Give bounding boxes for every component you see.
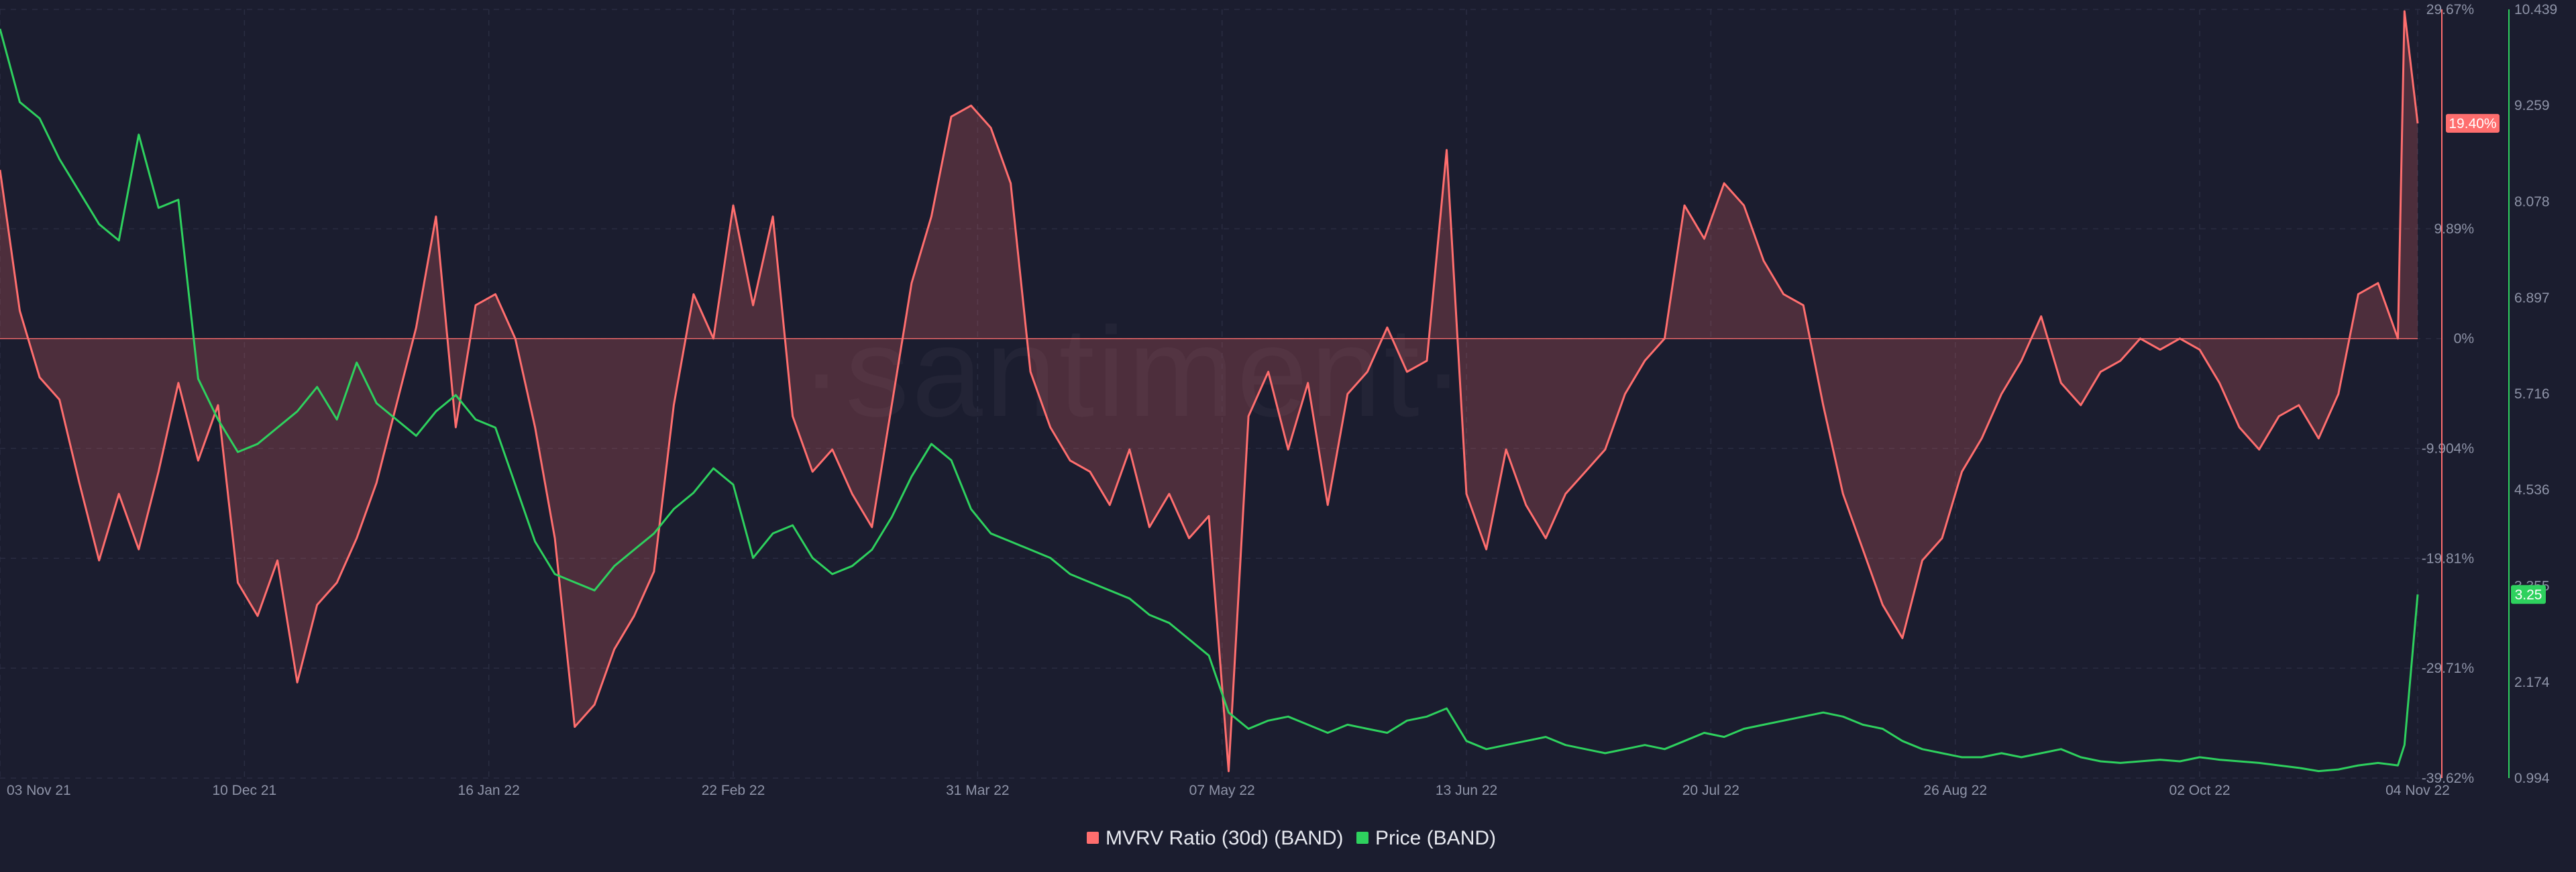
mvrv-series[interactable]	[0, 10, 2419, 773]
x-tick-label: 10 Dec 21	[212, 783, 276, 798]
legend-label: MVRV Ratio (30d) (BAND)	[1106, 827, 1344, 849]
mvrv-tick-label: -39.62%	[2422, 771, 2474, 786]
x-tick-label: 07 May 22	[1189, 783, 1255, 798]
x-tick-label: 26 Aug 22	[1923, 783, 1987, 798]
legend-label: Price (BAND)	[1375, 827, 1496, 849]
price-series[interactable]	[0, 28, 2419, 773]
mvrv-tick-label: -9.904%	[2422, 441, 2474, 457]
x-tick-label: 13 Jun 22	[1436, 783, 1497, 798]
price-last-value-label: 3.25	[2515, 587, 2542, 602]
x-tick-label: 31 Mar 22	[946, 783, 1010, 798]
mvrv-last-value-badge: 19.40%	[2446, 113, 2500, 133]
legend-item-mvrv[interactable]: MVRV Ratio (30d) (BAND)	[1087, 827, 1344, 849]
x-tick-label: 04 Nov 22	[2385, 783, 2450, 798]
x-tick-label: 22 Feb 22	[702, 783, 765, 798]
price-tick-label: 4.536	[2514, 482, 2550, 498]
price-tick-label: 0.994	[2514, 771, 2550, 786]
mvrv-tick-label: 9.89%	[2434, 221, 2474, 237]
price-tick-label: 6.897	[2514, 290, 2550, 306]
x-tick-label: 16 Jan 22	[458, 783, 520, 798]
mvrv-last-value-label: 19.40%	[2449, 116, 2496, 131]
axes: 03 Nov 21 10 Dec 21 16 Jan 22 22 Feb 22 31 M…	[7, 2, 2557, 798]
price-line[interactable]	[0, 28, 2419, 773]
mvrv-tick-label: 0%	[2454, 331, 2474, 347]
price-last-value-badge: 3.25	[2511, 585, 2546, 604]
mvrv-tick-label: -29.71%	[2422, 661, 2474, 676]
price-tick-label: 5.716	[2514, 386, 2550, 402]
mvrv-tick-label: -19.81%	[2422, 551, 2474, 566]
price-tick-label: 10.439	[2514, 2, 2557, 17]
price-tick-label: 2.174	[2514, 675, 2550, 690]
price-tick-label: 8.078	[2514, 194, 2550, 209]
mvrv-tick-label: 29.67%	[2426, 2, 2474, 17]
legend: MVRV Ratio (30d) (BAND) Price (BAND)	[1087, 827, 1496, 849]
x-tick-label: 02 Oct 22	[2169, 783, 2231, 798]
price-tick-label: 9.259	[2514, 98, 2550, 113]
legend-swatch	[1356, 832, 1368, 844]
legend-item-price[interactable]: Price (BAND)	[1356, 827, 1496, 849]
mvrv-line[interactable]	[0, 10, 2419, 773]
mvrv-area	[0, 11, 2418, 771]
x-tick-label: 03 Nov 21	[7, 783, 71, 798]
x-tick-label: 20 Jul 22	[1682, 783, 1739, 798]
grid-lines	[0, 9, 2445, 779]
legend-swatch	[1087, 832, 1099, 844]
